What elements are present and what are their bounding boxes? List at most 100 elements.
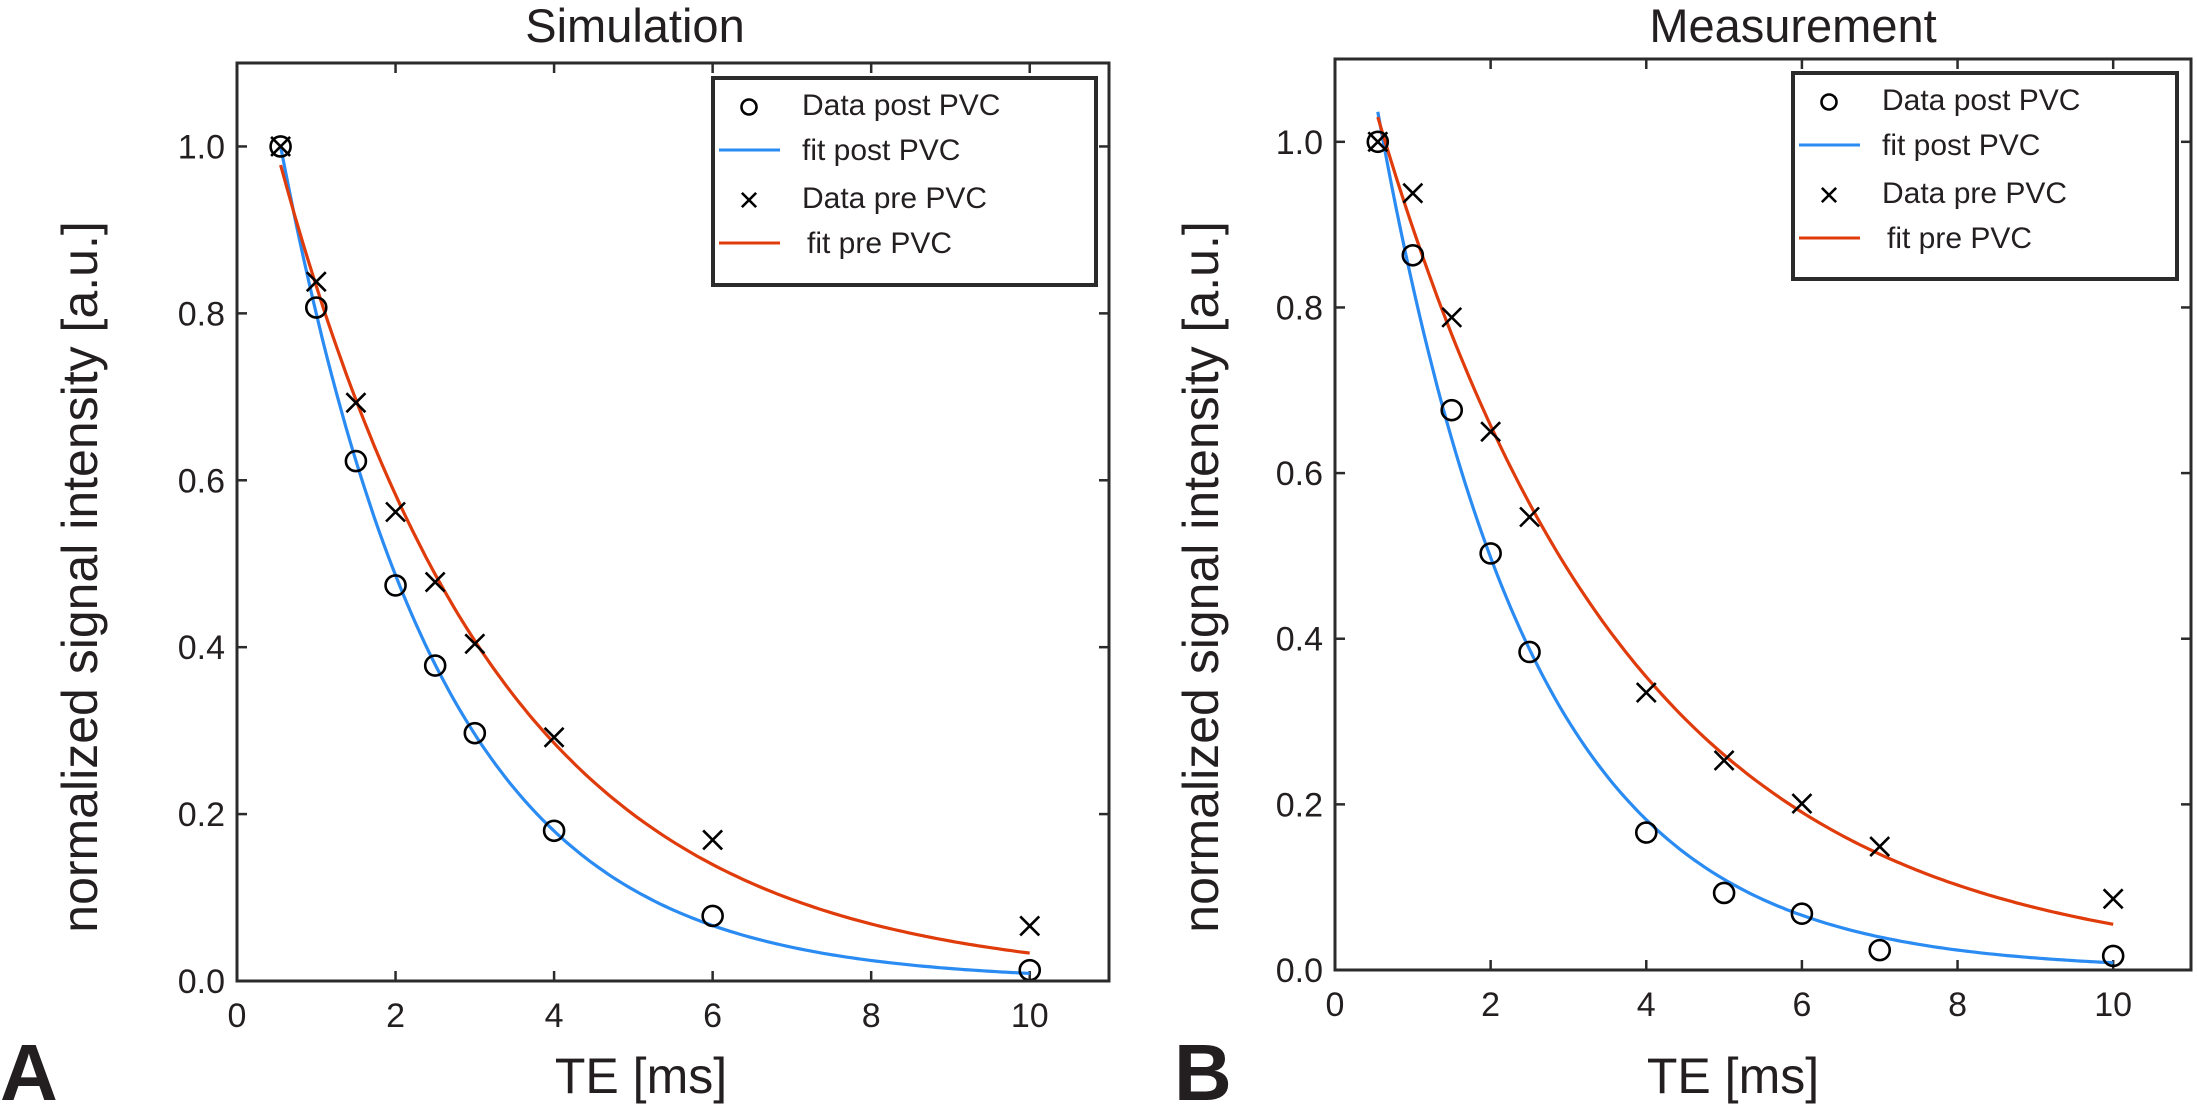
x-tick-label: 2 [1481, 986, 1500, 1024]
data-point-pre-pvc [702, 829, 724, 851]
legend-item: Data pre PVC [740, 182, 987, 215]
data-point-post-pvc [1366, 130, 1390, 154]
fit-post-pvc-line [1376, 111, 2114, 965]
y-tick-label: 0.8 [178, 295, 225, 333]
data-point-pre-pvc [1441, 306, 1463, 328]
y-axis-label: normalized signal intensity [a.u.] [52, 221, 108, 932]
panel-letter: A [0, 1028, 58, 1117]
x-marker-icon [740, 191, 758, 209]
data-point-pre-pvc [305, 271, 327, 293]
data-point-pre-pvc [2102, 888, 2124, 910]
data-point-post-pvc [542, 819, 566, 843]
legend-label: fit pre PVC [807, 227, 952, 260]
chart-title: Measurement [1649, 0, 1936, 52]
x-tick-label: 8 [1948, 986, 1967, 1024]
circle-marker-icon [1820, 93, 1838, 111]
legend: Data post PVC fit post PVC Data pre PVC fit… [711, 76, 1098, 287]
y-tick-label: 0.0 [178, 963, 225, 1001]
x-tick-label: 4 [1637, 986, 1656, 1024]
data-point-pre-pvc [385, 501, 406, 523]
y-tick-label: 0.4 [178, 629, 225, 667]
legend-label: fit pre PVC [1887, 222, 2032, 255]
x-tick-label: 10 [1011, 997, 1049, 1035]
legend-label: Data post PVC [1882, 84, 2080, 117]
data-point-post-pvc [1440, 398, 1464, 422]
data-point-post-pvc [1868, 938, 1892, 962]
data-point-post-pvc [344, 449, 368, 473]
circle-marker-icon [740, 98, 758, 116]
fit-post-pvc-line [279, 145, 1030, 975]
data-point-post-pvc [304, 296, 328, 319]
legend-item: fit post PVC [719, 134, 960, 167]
panel-letter: B [1174, 1028, 1232, 1117]
data-point-pre-pvc [1402, 182, 1424, 204]
y-tick-label: 0.2 [178, 796, 225, 834]
legend-label: Data pre PVC [1882, 177, 2067, 210]
legend-item: fit pre PVC [719, 227, 952, 260]
chart-title: Simulation [525, 0, 744, 52]
data-point-post-pvc [2101, 944, 2125, 968]
data-point-post-pvc [1634, 821, 1658, 844]
axes-frame [1333, 57, 2193, 972]
legend-label: fit post PVC [802, 134, 960, 167]
data-point-pre-pvc [1635, 682, 1657, 703]
data-point-pre-pvc [464, 633, 486, 655]
data-point-pre-pvc [543, 726, 565, 748]
x-tick-label: 6 [1792, 986, 1811, 1024]
data-point-post-pvc [1401, 243, 1425, 267]
fit-pre-pvc-line [1376, 116, 2114, 926]
legend-item: Data pre PVC [1820, 177, 2067, 210]
legend-item: fit pre PVC [1799, 222, 2032, 255]
data-point-post-pvc [463, 721, 487, 745]
y-tick-label: 0.6 [1276, 455, 1323, 493]
x-tick-label: 0 [1326, 986, 1345, 1024]
x-tick-label: 4 [545, 997, 564, 1035]
legend-box [1791, 71, 2179, 281]
x-axis-label: TE [ms] [1647, 1048, 1819, 1104]
data-point-post-pvc [1712, 881, 1736, 905]
panel-a-simulation: Simulation TE [ms] normalized signal int… [0, 0, 1111, 1117]
data-point-pre-pvc [1519, 506, 1540, 528]
legend-label: Data post PVC [802, 89, 1000, 122]
x-marker-icon [1820, 186, 1838, 204]
data-point-pre-pvc [1019, 915, 1041, 937]
plot-area [1366, 111, 2125, 968]
legend: Data post PVC fit post PVC Data pre PVC fit… [1791, 71, 2179, 281]
x-tick-label: 8 [862, 997, 881, 1035]
fit-pre-pvc-line [279, 164, 1030, 955]
data-point-post-pvc [701, 904, 724, 928]
plot-area [269, 135, 1042, 982]
legend-item: Data post PVC [1820, 84, 2080, 117]
axes-frame [235, 61, 1111, 983]
data-point-pre-pvc [424, 571, 446, 593]
legend-label: Data pre PVC [802, 182, 987, 215]
axis-ticks: 0 2 4 6 8 10 0.0 0.2 0.4 0.6 0.8 1.0 [1276, 59, 2191, 1024]
data-point-pre-pvc [1480, 421, 1502, 443]
data-point-post-pvc [269, 135, 292, 158]
data-point-pre-pvc [1869, 836, 1891, 858]
x-tick-label: 10 [2094, 986, 2132, 1024]
panel-b-measurement: Measurement TE [ms] normalized signal in… [1173, 0, 2193, 1117]
x-tick-label: 0 [228, 997, 247, 1035]
y-tick-label: 0.2 [1276, 786, 1323, 824]
data-point-post-pvc [1479, 542, 1502, 565]
data-point-post-pvc [1790, 902, 1814, 925]
data-point-post-pvc [384, 574, 407, 597]
y-tick-label: 0.6 [178, 462, 225, 500]
data-point-pre-pvc [1367, 131, 1389, 153]
data-point-pre-pvc [270, 136, 292, 157]
legend-label: fit post PVC [1882, 129, 2040, 162]
legend-item: Data post PVC [740, 89, 1000, 122]
data-point-pre-pvc [1713, 750, 1735, 771]
y-tick-label: 0.4 [1276, 621, 1323, 659]
y-tick-label: 1.0 [1276, 124, 1323, 162]
x-tick-label: 6 [703, 997, 722, 1035]
data-point-post-pvc [1518, 640, 1541, 664]
y-tick-label: 0.0 [1276, 952, 1323, 990]
legend-item: fit post PVC [1799, 129, 2040, 162]
data-point-pre-pvc [1791, 793, 1813, 814]
y-tick-label: 1.0 [178, 128, 225, 166]
y-tick-label: 0.8 [1276, 289, 1323, 327]
axis-ticks: 0 2 4 6 8 10 0.0 0.2 0.4 0.6 0.8 1.0 [178, 63, 1109, 1035]
